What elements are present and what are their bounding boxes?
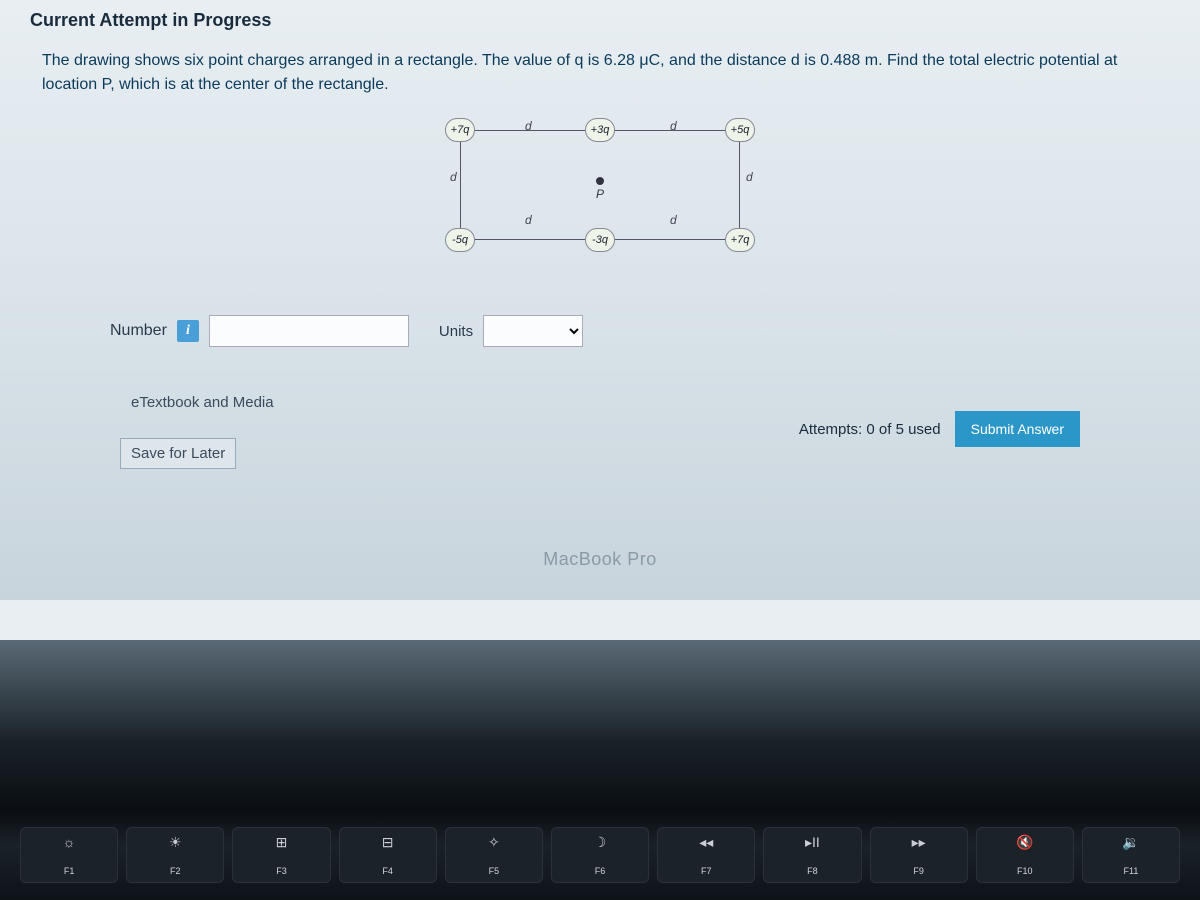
macbook-label: MacBook Pro <box>30 549 1170 570</box>
laptop-bezel <box>0 640 1200 810</box>
diagram-area: +7q +3q +5q -5q -3q +7q d d d d d d P <box>30 115 1170 285</box>
charge-bot-left: -5q <box>445 228 475 252</box>
charge-bot-mid: -3q <box>585 228 615 252</box>
answer-row: Number i Units <box>30 315 1170 347</box>
fkey-f10: 🔇 F10 <box>976 827 1074 883</box>
d-label-bot1: d <box>525 213 532 227</box>
fkey-f9: ▸▸ F9 <box>870 827 968 883</box>
question-text: The drawing shows six point charges arra… <box>30 49 1170 97</box>
charge-top-mid: +3q <box>585 118 615 142</box>
number-label: Number <box>110 322 167 340</box>
section-title: Current Attempt in Progress <box>30 10 1170 31</box>
d-label-top1: d <box>525 119 532 133</box>
d-label-bot2: d <box>670 213 677 227</box>
fkey-icon: ◂◂ <box>699 834 713 851</box>
submit-answer-button[interactable]: Submit Answer <box>955 411 1080 447</box>
p-point <box>596 177 604 185</box>
fkey-icon: ▸II <box>805 834 820 851</box>
fkey-f4: ⊟ F4 <box>339 827 437 883</box>
keyboard-strip: ☼ F1 ☀ F2 ⊞ F3 ⊟ F4 ✧ F5 ☽ F6 ◂◂ F7 ▸II F8 ▸▸ F9 🔇 F10 🔉 F11 <box>0 810 1200 900</box>
units-label: Units <box>439 323 473 340</box>
units-select[interactable] <box>483 315 583 347</box>
charge-bot-right: +7q <box>725 228 755 252</box>
save-for-later-link[interactable]: Save for Later <box>120 438 236 469</box>
d-label-left: d <box>450 170 457 184</box>
info-icon[interactable]: i <box>177 320 199 342</box>
fkey-label: F1 <box>64 866 75 876</box>
fkey-icon: 🔇 <box>1016 834 1033 851</box>
etextbook-link[interactable]: eTextbook and Media <box>120 387 285 418</box>
fkey-label: F4 <box>382 866 393 876</box>
charge-top-left: +7q <box>445 118 475 142</box>
fkey-icon: ⊞ <box>276 834 288 851</box>
fkey-f7: ◂◂ F7 <box>657 827 755 883</box>
fkey-icon: ☽ <box>594 834 607 851</box>
fkey-f1: ☼ F1 <box>20 827 118 883</box>
fkey-icon: ✧ <box>488 834 500 851</box>
fkey-label: F3 <box>276 866 287 876</box>
fkey-icon: ▸▸ <box>912 834 926 851</box>
fkey-label: F9 <box>913 866 924 876</box>
fkey-icon: 🔉 <box>1122 834 1139 851</box>
fkey-f2: ☀ F2 <box>126 827 224 883</box>
fkey-f11: 🔉 F11 <box>1082 827 1180 883</box>
fkey-f5: ✧ F5 <box>445 827 543 883</box>
fkey-label: F2 <box>170 866 181 876</box>
charge-top-right: +5q <box>725 118 755 142</box>
left-links: eTextbook and Media Save for Later <box>120 387 285 469</box>
number-input[interactable] <box>209 315 409 347</box>
p-label: P <box>596 187 604 201</box>
fkey-f3: ⊞ F3 <box>232 827 330 883</box>
fkey-label: F11 <box>1124 866 1139 876</box>
rectangle-outline <box>460 130 740 240</box>
fkey-label: F8 <box>807 866 818 876</box>
d-label-top2: d <box>670 119 677 133</box>
fkey-label: F5 <box>489 866 500 876</box>
fkey-icon: ☀ <box>169 834 182 851</box>
right-actions: Attempts: 0 of 5 used Submit Answer <box>799 411 1080 447</box>
attempts-text: Attempts: 0 of 5 used <box>799 421 941 438</box>
fkey-icon: ☼ <box>63 834 76 850</box>
charge-diagram: +7q +3q +5q -5q -3q +7q d d d d d d P <box>430 115 770 285</box>
fkey-f8: ▸II F8 <box>763 827 861 883</box>
fkey-label: F10 <box>1017 866 1033 876</box>
fkey-label: F7 <box>701 866 712 876</box>
fkey-f6: ☽ F6 <box>551 827 649 883</box>
fkey-label: F6 <box>595 866 606 876</box>
fkey-icon: ⊟ <box>382 834 394 851</box>
bottom-row: eTextbook and Media Save for Later Attem… <box>30 387 1170 469</box>
d-label-right: d <box>746 170 753 184</box>
